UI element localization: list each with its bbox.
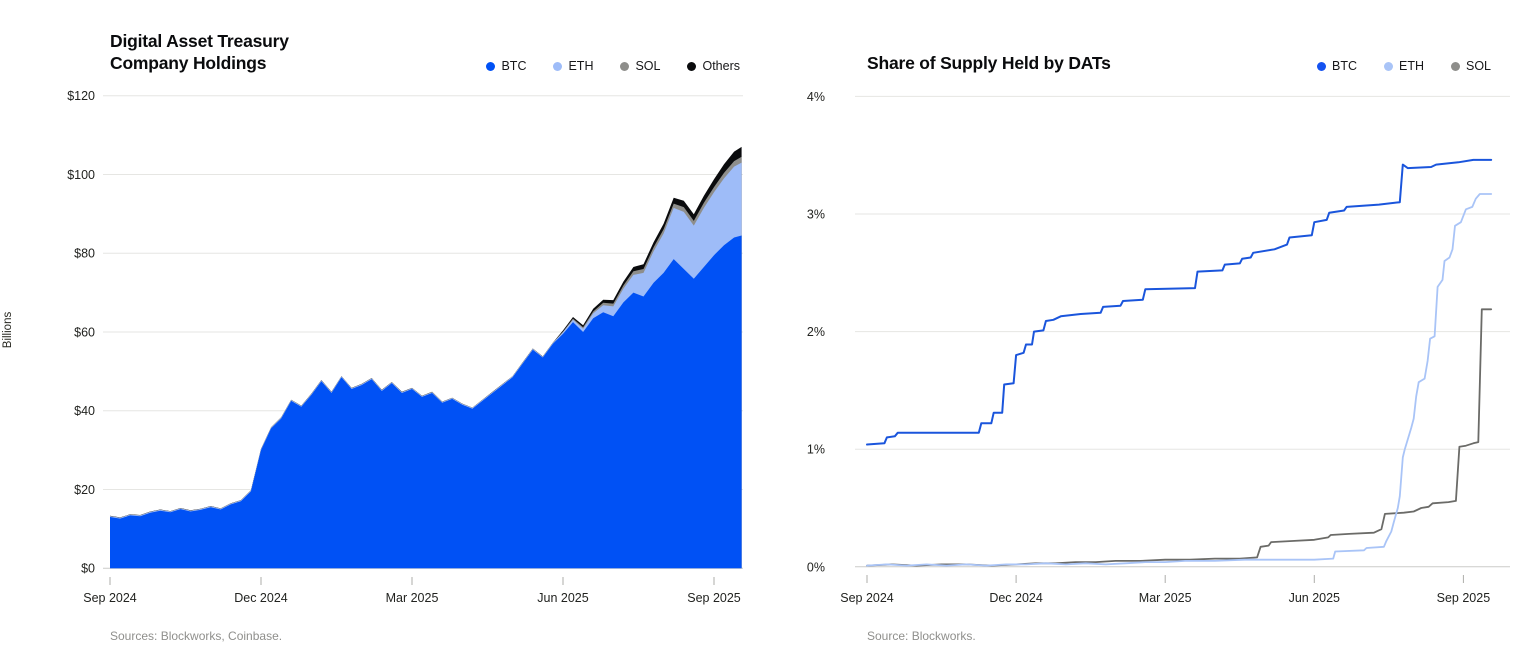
share-y-tick-label: 1% xyxy=(807,443,825,457)
btc-legend-dot-icon xyxy=(486,61,496,71)
supply-share-chart-panel: Share of Supply Held by DATs BTC ETH SOL 0… xyxy=(763,0,1525,669)
holdings-chart-title: Digital Asset Treasury Company Holdings xyxy=(110,31,289,73)
holdings-y-tick-label: $80 xyxy=(74,247,95,261)
share-y-tick-label: 2% xyxy=(807,325,825,339)
holdings-y-tick-label: $60 xyxy=(74,326,95,340)
legend-item-eth: ETH xyxy=(553,59,593,73)
legend-item-btc: BTC xyxy=(1316,59,1357,73)
legend-label: BTC xyxy=(501,59,527,73)
legend-item-sol: SOL xyxy=(1450,59,1491,73)
holdings-chart-canvas: $0 $20 $40 $60 $80 $100 $120 Sep 2024 Dec 2024 Ma… xyxy=(67,89,743,605)
share-line-btc xyxy=(866,158,1493,446)
holdings-y-tick-label: $20 xyxy=(74,483,95,497)
eth-legend-dot-icon xyxy=(553,61,563,71)
supply-share-chart-legend: BTC ETH SOL xyxy=(1316,59,1491,73)
holdings-chart-panel: Digital Asset Treasury Company Holdings … xyxy=(0,0,762,669)
share-x-tick-label: Jun 2025 xyxy=(1289,591,1340,605)
legend-label: ETH xyxy=(568,59,594,73)
sol-legend-dot-icon xyxy=(620,61,630,71)
legend-item-btc: BTC xyxy=(486,59,526,73)
legend-label: SOL xyxy=(635,59,661,73)
holdings-y-tick-label: $120 xyxy=(67,89,95,103)
supply-share-source-note: Source: Blockworks. xyxy=(867,629,976,643)
sol-legend-dot-icon xyxy=(1450,61,1460,71)
supply-share-chart-title: Share of Supply Held by DATs xyxy=(867,53,1111,73)
legend-label: SOL xyxy=(1465,59,1491,73)
holdings-x-tick-label: Mar 2025 xyxy=(386,591,439,605)
legend-item-others: Others xyxy=(687,59,740,73)
share-x-tick-label: Sep 2025 xyxy=(1437,591,1491,605)
share-x-tick-label: Dec 2024 xyxy=(989,591,1043,605)
holdings-y-tick-label: $100 xyxy=(67,168,95,182)
legend-item-eth: ETH xyxy=(1383,59,1424,73)
share-x-tick-label: Mar 2025 xyxy=(1139,591,1192,605)
share-line-sol xyxy=(866,308,1493,567)
holdings-x-tick-label: Sep 2024 xyxy=(83,591,137,605)
share-y-tick-label: 0% xyxy=(807,560,825,574)
legend-label: BTC xyxy=(1331,59,1357,73)
others-legend-dot-icon xyxy=(687,61,697,71)
holdings-source-note: Sources: Blockworks, Coinbase. xyxy=(110,629,283,643)
legend-label: ETH xyxy=(1398,59,1424,73)
legend-item-sol: SOL xyxy=(620,59,660,73)
btc-legend-dot-icon xyxy=(1316,61,1326,71)
eth-legend-dot-icon xyxy=(1383,61,1393,71)
share-y-tick-label: 4% xyxy=(807,90,825,104)
share-gridlines xyxy=(855,95,1510,568)
holdings-y-tick-label: $40 xyxy=(74,404,95,418)
share-x-tick-label: Sep 2024 xyxy=(840,591,894,605)
holdings-x-tick-label: Dec 2024 xyxy=(234,591,288,605)
share-y-tick-label: 3% xyxy=(807,208,825,222)
share-line-eth xyxy=(866,193,1493,567)
supply-share-chart-canvas: 0% 1% 2% 3% 4% Sep 2024 Dec 2024 Mar 2025 Jun 20… xyxy=(807,90,1510,605)
holdings-x-tick-label: Jun 2025 xyxy=(537,591,588,605)
holdings-area-btc xyxy=(110,235,742,569)
legend-label: Others xyxy=(702,59,740,73)
holdings-y-tick-label: $0 xyxy=(81,562,95,576)
holdings-chart-legend: BTC ETH SOL Others xyxy=(486,59,740,73)
holdings-x-tick-label: Sep 2025 xyxy=(687,591,741,605)
